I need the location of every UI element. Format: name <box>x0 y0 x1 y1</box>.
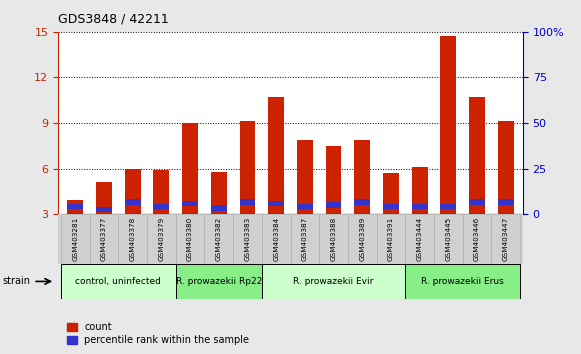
Bar <box>175 214 205 264</box>
Text: GSM403383: GSM403383 <box>245 217 250 261</box>
Bar <box>96 207 112 212</box>
Bar <box>262 214 290 264</box>
Text: GSM403387: GSM403387 <box>302 217 308 261</box>
Bar <box>297 140 313 214</box>
Bar <box>469 199 485 205</box>
Bar <box>412 204 428 209</box>
Bar <box>325 202 342 208</box>
Text: GSM403380: GSM403380 <box>187 217 193 261</box>
Bar <box>492 214 520 264</box>
Bar <box>175 264 262 299</box>
Bar <box>406 264 520 299</box>
Bar <box>383 204 399 209</box>
Bar <box>406 214 434 264</box>
Bar <box>354 140 370 214</box>
Bar <box>262 264 406 299</box>
Bar <box>233 214 262 264</box>
Bar <box>67 200 83 214</box>
Bar <box>125 199 141 205</box>
Text: R. prowazekii Erus: R. prowazekii Erus <box>421 277 504 286</box>
Bar <box>462 214 492 264</box>
Bar <box>119 214 147 264</box>
Bar <box>89 214 119 264</box>
Bar <box>469 97 485 214</box>
Text: GDS3848 / 42211: GDS3848 / 42211 <box>58 12 169 25</box>
Bar <box>182 201 198 206</box>
Text: GSM403444: GSM403444 <box>417 217 422 261</box>
Bar <box>205 214 233 264</box>
Bar <box>239 199 256 205</box>
Bar <box>440 36 456 214</box>
Text: GSM403382: GSM403382 <box>216 217 222 261</box>
Text: GSM403445: GSM403445 <box>445 217 451 261</box>
Text: GSM403391: GSM403391 <box>388 217 394 261</box>
Bar <box>153 204 169 209</box>
Bar <box>412 167 428 214</box>
Bar <box>498 121 514 214</box>
Bar <box>211 172 227 214</box>
Text: GSM403377: GSM403377 <box>101 217 107 261</box>
Bar <box>125 169 141 214</box>
Bar <box>498 199 514 205</box>
Bar <box>239 121 256 214</box>
Text: R. prowazekii Rp22: R. prowazekii Rp22 <box>175 277 262 286</box>
Text: control, uninfected: control, uninfected <box>76 277 162 286</box>
Text: GSM403281: GSM403281 <box>72 217 78 261</box>
Text: GSM403447: GSM403447 <box>503 217 509 261</box>
Bar <box>153 170 169 214</box>
Bar <box>325 146 342 214</box>
Bar <box>297 204 313 209</box>
Text: GSM403384: GSM403384 <box>273 217 279 261</box>
Bar <box>61 214 89 264</box>
Text: GSM403379: GSM403379 <box>159 217 164 261</box>
Bar <box>434 214 462 264</box>
Bar <box>211 205 227 211</box>
Bar <box>96 182 112 214</box>
Text: GSM403446: GSM403446 <box>474 217 480 261</box>
Bar <box>348 214 376 264</box>
Bar <box>182 123 198 214</box>
Text: GSM403388: GSM403388 <box>331 217 336 261</box>
Bar <box>67 204 83 209</box>
Bar <box>376 214 406 264</box>
Bar <box>290 214 319 264</box>
Bar <box>61 264 175 299</box>
Bar <box>147 214 175 264</box>
Bar <box>319 214 348 264</box>
Bar <box>440 204 456 209</box>
Text: R. prowazekii Evir: R. prowazekii Evir <box>293 277 374 286</box>
Text: GSM403378: GSM403378 <box>130 217 136 261</box>
Bar <box>354 199 370 205</box>
Text: GSM403389: GSM403389 <box>359 217 365 261</box>
Text: strain: strain <box>3 276 31 286</box>
Legend: count, percentile rank within the sample: count, percentile rank within the sample <box>63 319 253 349</box>
Bar <box>268 97 284 214</box>
Bar <box>268 201 284 206</box>
Bar <box>383 173 399 214</box>
